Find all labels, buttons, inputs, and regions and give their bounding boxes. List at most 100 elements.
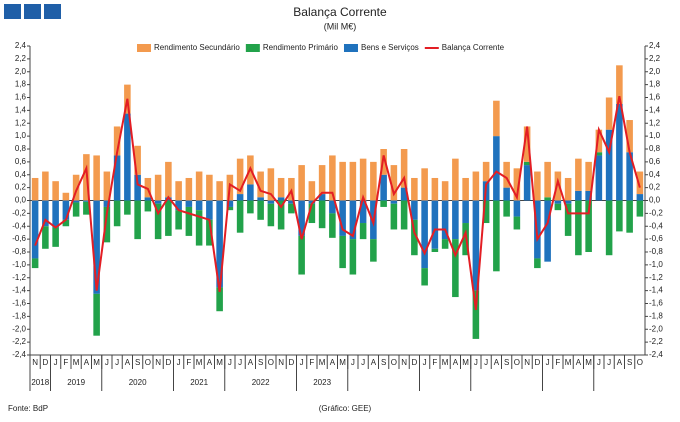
bar xyxy=(380,174,387,201)
bar xyxy=(575,190,582,201)
bar xyxy=(431,200,439,249)
bar xyxy=(554,200,562,204)
bar xyxy=(400,187,408,201)
chart-subtitle: (Mil M€) xyxy=(324,21,357,31)
y2-tick-label: -2,4 xyxy=(649,350,663,359)
bar xyxy=(154,200,162,204)
bar xyxy=(42,171,49,201)
bar xyxy=(257,197,264,201)
bar xyxy=(544,197,551,201)
y-tick-label: 2,0 xyxy=(15,67,27,76)
y-tick-label: 1,6 xyxy=(15,93,27,102)
x-tick-label: J xyxy=(484,358,488,367)
bar xyxy=(482,200,490,224)
bar xyxy=(370,239,377,262)
bar xyxy=(329,200,336,214)
x-tick-label: S xyxy=(504,358,509,367)
x-tick-label: M xyxy=(93,358,100,367)
bar xyxy=(595,155,603,201)
bar xyxy=(626,152,633,201)
x-tick-label: M xyxy=(585,358,592,367)
bar xyxy=(236,158,244,195)
y2-tick-label: 2,4 xyxy=(649,41,661,50)
bar xyxy=(175,200,182,211)
bar xyxy=(493,100,500,137)
bar xyxy=(513,200,521,217)
year-label: 2021 xyxy=(190,378,208,387)
bar xyxy=(421,200,428,269)
bar xyxy=(564,200,572,204)
x-tick-label: M xyxy=(216,358,223,367)
y-tick-label: 1,8 xyxy=(15,80,27,89)
bar xyxy=(400,149,408,188)
bar xyxy=(93,293,100,336)
y2-tick-label: -1,4 xyxy=(649,286,663,295)
bar xyxy=(144,197,152,201)
bar xyxy=(318,200,326,229)
x-tick-label: N xyxy=(401,358,407,367)
y2-tick-label: -0,8 xyxy=(649,247,663,256)
bar xyxy=(72,202,80,217)
bar xyxy=(616,103,623,201)
bar xyxy=(216,287,223,312)
legend-swatch xyxy=(343,44,358,52)
bar xyxy=(554,203,562,211)
bar xyxy=(339,161,346,201)
bar xyxy=(62,219,70,227)
bar xyxy=(390,203,398,230)
x-tick-label: S xyxy=(381,358,386,367)
x-tick-label: A xyxy=(371,358,377,367)
x-tick-label: F xyxy=(186,358,191,367)
bar xyxy=(154,203,162,240)
bar xyxy=(400,200,408,230)
y2-tick-label: 1,0 xyxy=(649,131,661,140)
x-tick-label: J xyxy=(177,358,181,367)
y2-tick-label: 1,4 xyxy=(649,105,661,114)
bar xyxy=(370,161,377,201)
x-tick-label: A xyxy=(576,358,582,367)
bar xyxy=(83,201,90,215)
y-tick-label: 1,4 xyxy=(15,105,27,114)
bar xyxy=(329,155,336,201)
bar xyxy=(564,203,572,236)
bar xyxy=(411,177,418,201)
bar xyxy=(523,165,531,201)
chart-title: Balança Corrente xyxy=(293,5,387,19)
bar xyxy=(441,200,449,240)
year-label: 2022 xyxy=(252,378,270,387)
bar xyxy=(103,171,111,201)
y-tick-label: -1,4 xyxy=(12,286,26,295)
bar xyxy=(616,65,623,104)
year-label: 2018 xyxy=(31,378,49,387)
bar xyxy=(513,216,521,230)
bar xyxy=(513,168,521,201)
bar xyxy=(472,290,480,339)
bar xyxy=(113,155,121,201)
x-tick-label: M xyxy=(73,358,80,367)
bar xyxy=(103,206,111,243)
bar xyxy=(308,200,316,204)
bar xyxy=(195,171,203,201)
bar xyxy=(359,223,367,240)
y-tick-label: -2,0 xyxy=(12,324,26,333)
bar xyxy=(431,248,439,252)
y2-tick-label: 1,8 xyxy=(649,80,661,89)
x-tick-label: A xyxy=(248,358,254,367)
bar xyxy=(165,161,172,198)
y2-tick-label: -1,2 xyxy=(649,273,663,282)
y2-tick-label: 0,4 xyxy=(649,170,661,179)
year-label: 2020 xyxy=(129,378,147,387)
bar xyxy=(636,200,644,217)
legend-swatch xyxy=(245,44,260,52)
x-tick-label: N xyxy=(32,358,38,367)
line xyxy=(34,96,641,311)
bar xyxy=(185,200,193,207)
x-tick-label: J xyxy=(546,358,550,367)
bar xyxy=(93,155,100,201)
y2-tick-label: 0,6 xyxy=(649,157,661,166)
x-tick-label: D xyxy=(288,358,294,367)
bar xyxy=(523,126,531,162)
bar xyxy=(339,235,346,269)
bar xyxy=(113,200,121,227)
bar xyxy=(493,200,500,272)
